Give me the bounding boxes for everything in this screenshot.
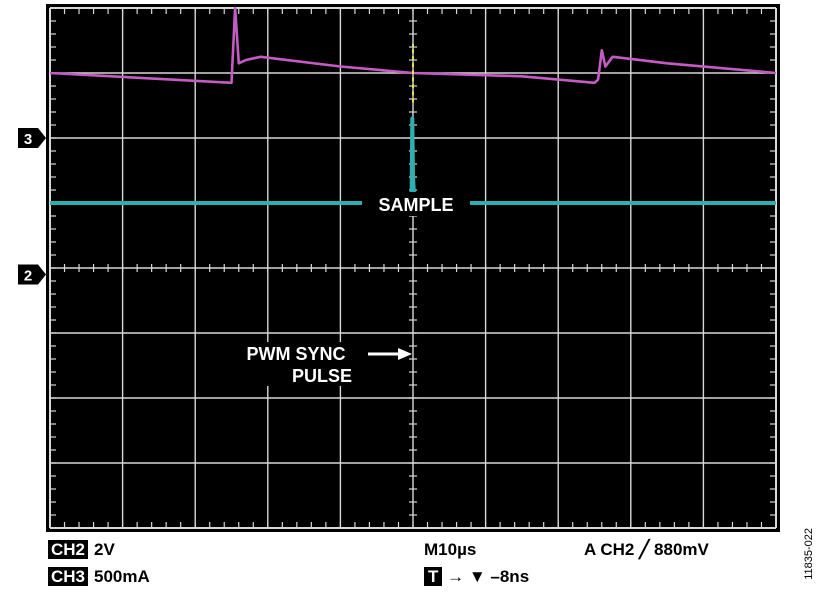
trace-ch2 (50, 116, 776, 205)
ch2-scale: CH2 2V (48, 540, 115, 560)
sample-label: SAMPLE (378, 195, 453, 215)
scope-traces (49, 6, 777, 205)
trace-ch3 (49, 6, 777, 85)
channel-marker-label: 2 (24, 268, 32, 285)
ch2-tag: CH2 (48, 540, 89, 559)
scope-annotations: SAMPLE PWM SYNC PULSE (222, 192, 470, 386)
pwm-label-bg (222, 342, 372, 386)
timebase: M10µs (424, 540, 477, 559)
ch2-scale-value: 2V (94, 540, 115, 559)
trigger-offset: T → ▼ –8ns (424, 567, 529, 587)
ch3-scale-value: 500mA (94, 567, 150, 586)
channel-markers: 32 (18, 128, 46, 285)
pwm-label-line2: PULSE (292, 366, 352, 386)
channel-marker-2 (18, 264, 46, 285)
trigger-setting: A CH2 ╱ 880mV (584, 540, 709, 559)
pwm-label-line1: PWM SYNC (247, 344, 346, 364)
figure-id: 11835-022 (803, 528, 815, 580)
pwm-arrow (368, 348, 412, 360)
trigger-offset-value: → ▼ –8ns (447, 567, 530, 586)
channel-marker-label: 3 (24, 131, 32, 148)
ch3-tag: CH3 (48, 567, 89, 586)
sample-label-bg (362, 192, 470, 216)
ch3-scale: CH3 500mA (48, 567, 150, 587)
channel-marker-3 (18, 128, 46, 148)
trigger-tag: T (424, 567, 443, 586)
